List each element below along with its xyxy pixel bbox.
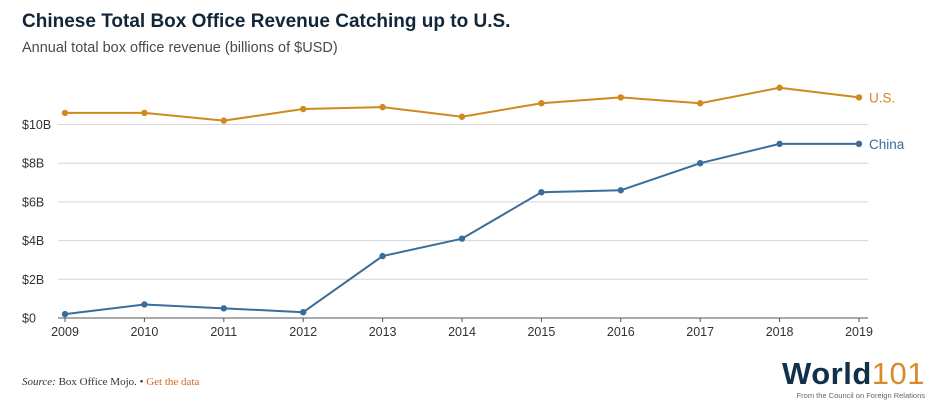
x-tick-label: 2015 xyxy=(527,325,555,339)
data-point-us xyxy=(538,100,545,107)
data-point-us xyxy=(300,105,307,113)
series-label-china: China xyxy=(869,137,905,152)
data-point-us xyxy=(855,94,863,101)
x-tick-label: 2010 xyxy=(130,325,158,339)
x-tick-label: 2018 xyxy=(766,325,794,339)
x-tick-label: 2017 xyxy=(686,325,714,339)
y-tick-label: $8B xyxy=(22,157,44,171)
data-point-us xyxy=(697,100,704,107)
data-point-us xyxy=(379,103,386,111)
source-text: Box Office Mojo. • xyxy=(55,376,144,388)
data-point-china xyxy=(855,140,863,148)
x-tick-label: 2019 xyxy=(845,325,873,339)
x-tick-label: 2009 xyxy=(51,325,79,339)
data-point-us xyxy=(617,94,624,101)
get-data-link[interactable]: Get the data xyxy=(143,376,200,388)
data-point-us xyxy=(776,84,783,91)
chart-title: Chinese Total Box Office Revenue Catchin… xyxy=(22,11,511,32)
data-point-china xyxy=(776,140,783,148)
y-tick-label: $10B xyxy=(22,118,51,132)
logo-tagline: From the Council on Foreign Relations xyxy=(796,391,925,400)
world101-logo[interactable]: World101 From the Council on Foreign Rel… xyxy=(782,358,925,400)
x-tick-label: 2011 xyxy=(210,325,237,339)
data-point-us xyxy=(61,109,69,117)
y-tick-label: $0 xyxy=(22,312,36,326)
y-tick-label: $4B xyxy=(22,234,44,248)
y-tick-label: $6B xyxy=(22,195,44,209)
source-label: Source: xyxy=(22,376,56,388)
data-point-china xyxy=(538,189,545,196)
x-tick-label: 2013 xyxy=(369,325,397,339)
series-label-us: U.S. xyxy=(869,90,895,105)
y-tick-label: $2B xyxy=(22,273,44,287)
x-tick-label: 2016 xyxy=(607,325,635,339)
data-point-china xyxy=(141,301,148,308)
x-tick-label: 2014 xyxy=(448,325,476,339)
source-note: Source: Box Office Mojo. • Get the data xyxy=(22,376,199,388)
chart-subtitle: Annual total box office revenue (billion… xyxy=(22,40,338,56)
series-line-china xyxy=(64,142,859,316)
data-point-china xyxy=(617,187,624,194)
data-point-china xyxy=(61,310,69,318)
logo-number: 101 xyxy=(871,356,925,391)
data-point-china xyxy=(300,308,307,316)
data-point-china xyxy=(458,235,466,242)
data-point-china xyxy=(220,305,227,312)
data-point-us xyxy=(220,117,227,124)
x-tick-label: 2012 xyxy=(289,325,317,339)
data-point-us xyxy=(141,109,148,117)
logo-word: World xyxy=(782,356,872,391)
data-point-china xyxy=(379,252,386,260)
data-point-china xyxy=(697,160,704,167)
data-point-us xyxy=(458,113,466,120)
